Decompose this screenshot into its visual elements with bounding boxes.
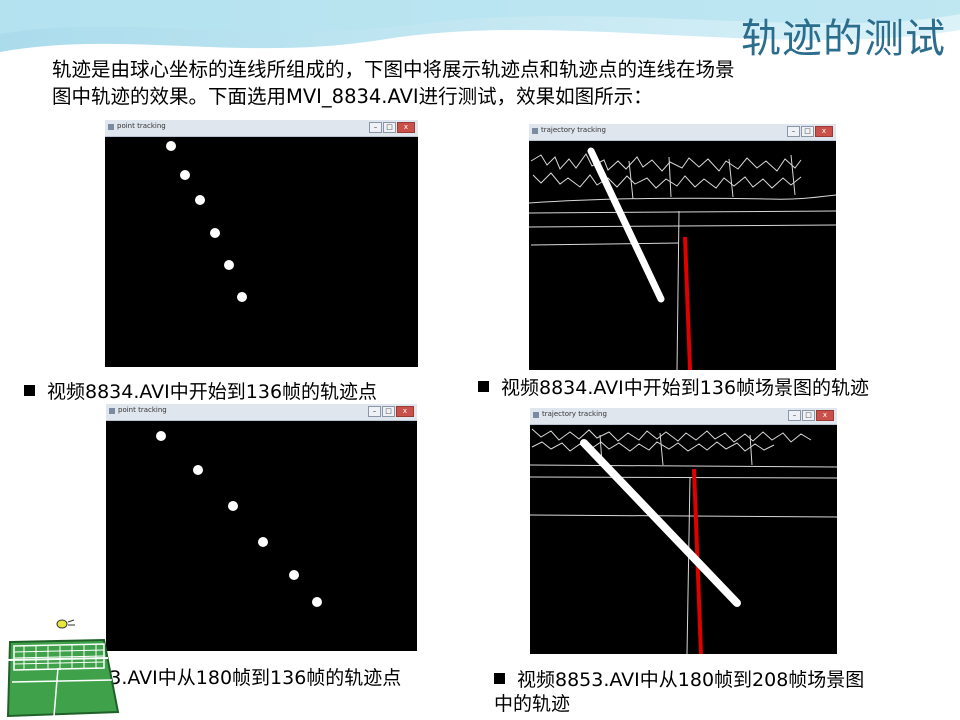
caption-text: 视频8853.AVI中从180帧到136帧的轨迹点 (35, 667, 402, 689)
caption-2: 视频8834.AVI中开始到136帧场景图的轨迹 (478, 376, 869, 400)
trajectory-point (210, 228, 220, 238)
trajectory-point (312, 597, 322, 607)
window-title: trajectory tracking (541, 126, 606, 134)
app-icon (532, 128, 538, 134)
trajectory-scene-canvas-2 (530, 428, 837, 654)
trajectory-point (258, 537, 268, 547)
app-icon (109, 408, 115, 414)
window-titlebar: point tracking – □ x (106, 404, 417, 421)
trajectory-point (237, 292, 247, 302)
slide-title: 轨迹的测试 (741, 16, 946, 62)
trajectory-line (580, 439, 741, 607)
minimize-button[interactable]: – (787, 126, 800, 137)
trajectory-point (228, 501, 238, 511)
trajectory-point (289, 570, 299, 580)
maximize-button[interactable]: □ (801, 126, 814, 137)
scene-edges (529, 153, 836, 370)
trajectory-point (156, 431, 166, 441)
trajectory-point (166, 141, 176, 151)
maximize-button[interactable]: □ (802, 410, 815, 421)
trajectory-scene-canvas-1 (529, 147, 836, 370)
trajectory-line (587, 147, 665, 303)
point-tracking-window-1: point tracking – □ x (105, 120, 418, 367)
point-tracking-canvas-1 (166, 141, 247, 302)
trajectory-point (180, 170, 190, 180)
close-button[interactable]: x (815, 126, 833, 137)
caption-text: 视频8834.AVI中开始到136帧场景图的轨迹 (501, 377, 870, 399)
intro-line-2: 图中轨迹的效果。下面选用MVI_8834.AVI进行测试，效果如图所示： (52, 85, 653, 108)
window-titlebar: trajectory tracking – □ x (530, 408, 837, 425)
trajectory-point (224, 260, 234, 270)
close-button[interactable]: x (396, 406, 414, 417)
trajectory-point (193, 465, 203, 475)
trajectory-point (195, 195, 205, 205)
point-tracking-canvas-2 (156, 431, 322, 607)
caption-1: 视频8834.AVI中开始到136帧的轨迹点 (24, 380, 377, 404)
bullet-icon (478, 381, 489, 392)
trajectory-tracking-window-2: trajectory tracking – □ x (530, 408, 837, 654)
point-tracking-window-2: point tracking – □ x (106, 404, 417, 651)
window-title: point tracking (118, 406, 167, 414)
intro-line-1: 轨迹是由球心坐标的连线所组成的，下图中将展示轨迹点和轨迹点的连线在场景 (52, 58, 735, 81)
minimize-button[interactable]: – (369, 122, 382, 133)
caption-text: 视频8853.AVI中从180帧到208帧场景图 (517, 669, 865, 691)
minimize-button[interactable]: – (368, 406, 381, 417)
window-title: point tracking (117, 122, 166, 130)
trajectory-tracking-window-1: trajectory tracking – □ x (529, 124, 836, 370)
intro-paragraph: 轨迹是由球心坐标的连线所组成的，下图中将展示轨迹点和轨迹点的连线在场景 图中轨迹… (52, 56, 912, 110)
app-icon (108, 124, 114, 130)
caption-4: 视频8853.AVI中从180帧到208帧场景图 中的轨迹 (494, 668, 944, 716)
window-title: trajectory tracking (542, 410, 607, 418)
maximize-button[interactable]: □ (383, 122, 396, 133)
close-button[interactable]: x (397, 122, 415, 133)
tennis-court-clipart (6, 619, 120, 718)
close-button[interactable]: x (816, 410, 834, 421)
minimize-button[interactable]: – (788, 410, 801, 421)
caption-text-line2: 中的轨迹 (494, 693, 571, 715)
bullet-icon (494, 673, 505, 684)
bullet-icon (24, 385, 35, 396)
window-titlebar: point tracking – □ x (105, 120, 418, 137)
caption-text: 视频8834.AVI中开始到136帧的轨迹点 (47, 381, 378, 403)
reference-line (683, 236, 692, 370)
window-titlebar: trajectory tracking – □ x (529, 124, 836, 141)
app-icon (533, 412, 539, 418)
maximize-button[interactable]: □ (382, 406, 395, 417)
header-wave-background (0, 0, 960, 52)
